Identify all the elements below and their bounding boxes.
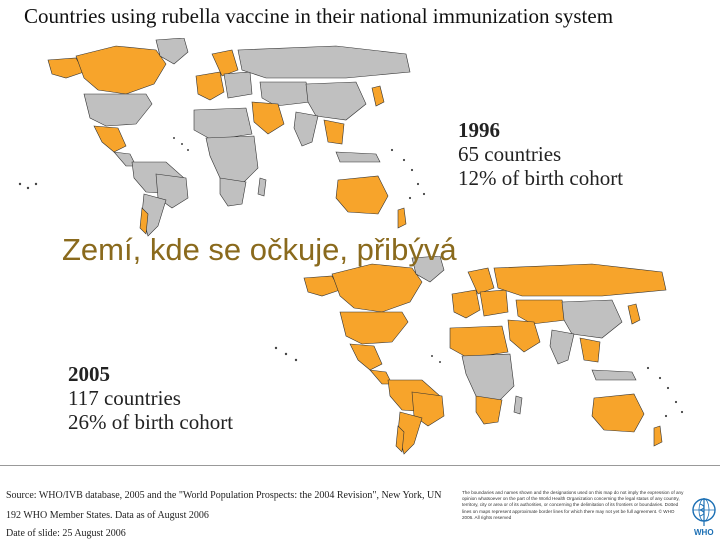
map-mexico [349, 343, 383, 371]
map-usa [83, 93, 153, 127]
footer-divider [0, 465, 720, 466]
stats-2005: 2005 117 countries 26% of birth cohort [68, 362, 233, 434]
map-north-africa [449, 325, 509, 359]
map-indonesia [335, 151, 381, 163]
map-southeast-asia [579, 337, 601, 363]
map-central-asia [259, 81, 311, 107]
map-madagascar [257, 177, 267, 197]
map-europe-east [223, 71, 253, 99]
map-mexico [93, 125, 127, 153]
map-southern-africa [219, 177, 247, 207]
map-southeast-asia [323, 119, 345, 145]
map-usa [339, 311, 409, 345]
map-central-asia [515, 299, 567, 325]
map-canada [75, 45, 167, 95]
map-europe-east [479, 289, 509, 317]
map-china [561, 299, 623, 339]
slide-date: Date of slide: 25 August 2006 [6, 528, 126, 539]
map-australia [335, 175, 389, 215]
map-chile-region [395, 425, 405, 453]
map-middle-east [507, 319, 541, 353]
map-north-africa [193, 107, 253, 141]
map-europe-west [451, 289, 481, 319]
country-count: 65 countries [458, 142, 562, 166]
map-indonesia [591, 369, 637, 381]
source-note: Source: WHO/IVB database, 2005 and the "… [6, 490, 442, 501]
map-europe-west [195, 71, 225, 101]
map-japan [371, 85, 385, 107]
map-russia [237, 45, 411, 79]
map-new-zealand [397, 207, 407, 229]
map-alaska [303, 275, 341, 297]
map-india [549, 329, 575, 365]
map-australia [591, 393, 645, 433]
world-map-2005 [274, 256, 684, 455]
year-label: 1996 [458, 118, 500, 142]
year-label: 2005 [68, 362, 110, 386]
member-states-note: 192 WHO Member States. Data as of August… [6, 510, 209, 521]
map-canada [331, 263, 423, 313]
overlay-caption: Zemí, kde se očkuje, přibývá [62, 232, 457, 267]
country-count: 117 countries [68, 386, 181, 410]
who-emblem-icon [692, 498, 716, 526]
map-madagascar [513, 395, 523, 415]
map-india [293, 111, 319, 147]
page-title: Countries using rubella vaccine in their… [24, 4, 614, 28]
map-disclaimer: The boundaries and names shown and the d… [462, 490, 684, 520]
who-logo-text: WHO [694, 528, 714, 537]
map-scandinavia [211, 49, 239, 77]
map-middle-east [251, 101, 285, 135]
world-map-1996 [18, 38, 426, 237]
birth-cohort-coverage: 12% of birth cohort [458, 166, 624, 190]
stats-1996: 1996 65 countries 12% of birth cohort [458, 118, 623, 190]
map-japan [627, 303, 641, 325]
map-greenland [411, 256, 445, 283]
map-china [305, 81, 367, 121]
birth-cohort-coverage: 26% of birth cohort [68, 410, 234, 434]
map-new-zealand [653, 425, 663, 447]
map-alaska [47, 57, 85, 79]
map-southern-africa [475, 395, 503, 425]
map-scandinavia [467, 267, 495, 295]
map-greenland [155, 38, 189, 65]
map-chile-region [139, 207, 149, 235]
map-russia [493, 263, 667, 297]
